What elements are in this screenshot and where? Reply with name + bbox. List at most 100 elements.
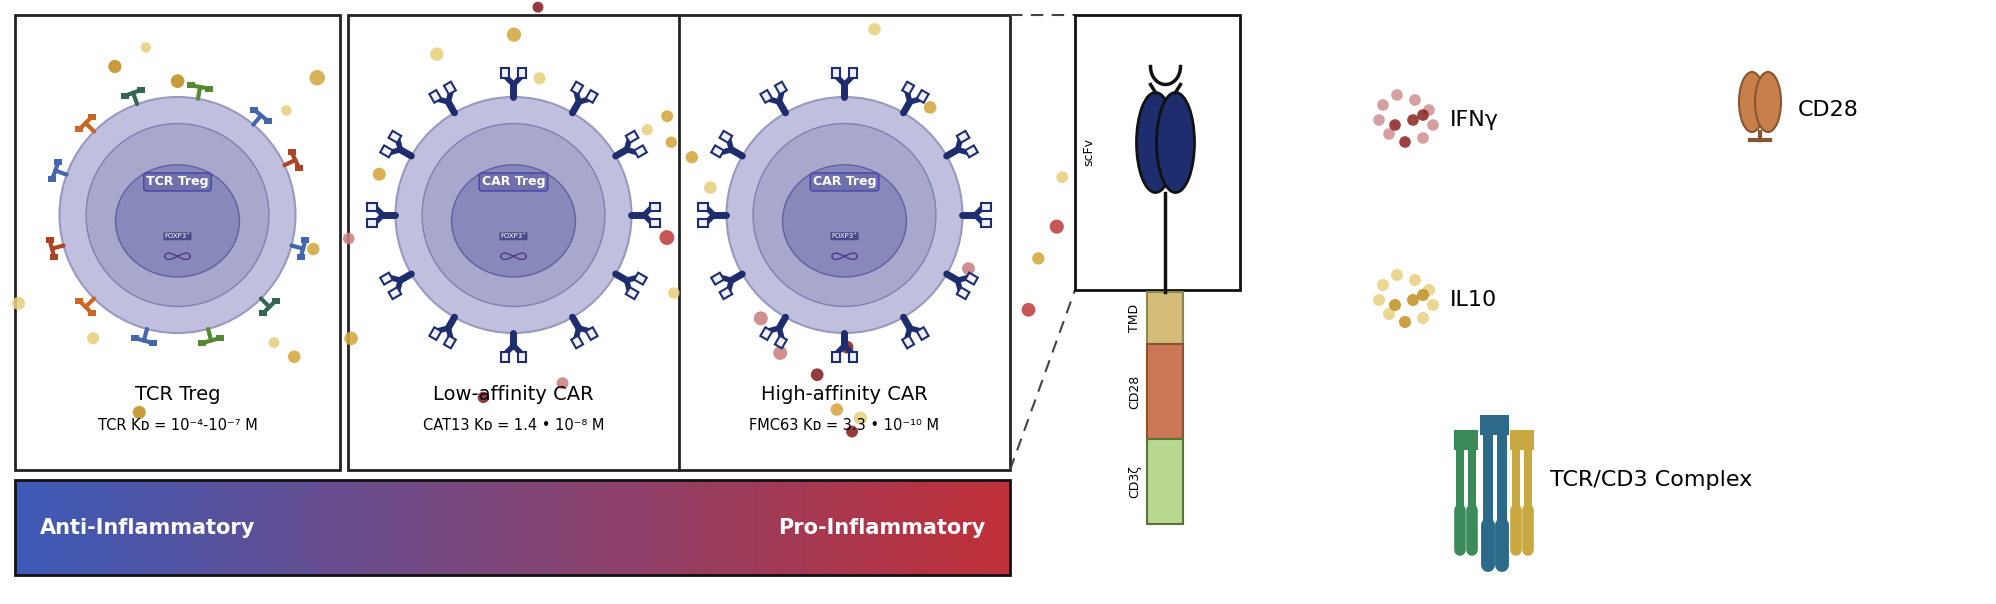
Text: Pro-Inflammatory: Pro-Inflammatory [778,518,984,538]
Bar [832,68,840,78]
Bar [367,202,377,211]
Bar [982,219,992,227]
Point [297,244,329,254]
Bar [54,159,62,165]
Point [335,333,367,343]
Point [162,76,194,86]
Bar [760,90,772,103]
Point [1407,313,1439,323]
Text: FMC63 Kᴅ = 3.3 • 10⁻¹⁰ M: FMC63 Kᴅ = 3.3 • 10⁻¹⁰ M [750,417,940,432]
Ellipse shape [1483,430,1493,440]
Bar [627,131,639,143]
Point [651,112,683,121]
Bar [16,15,339,470]
Point [1381,270,1413,280]
Ellipse shape [421,124,605,306]
Bar [148,340,156,346]
Bar [250,107,257,112]
Point [764,348,796,358]
Ellipse shape [451,165,575,277]
Bar [1076,15,1240,290]
Text: FOXP3⁺: FOXP3⁺ [164,233,190,239]
Bar [774,336,786,349]
Bar [443,336,455,349]
Point [1407,133,1439,143]
Bar [1511,450,1521,510]
Bar [711,272,725,284]
Text: TCR/CD3 Complex: TCR/CD3 Complex [1551,470,1752,490]
Bar [902,82,914,94]
Bar [774,82,786,94]
Point [1399,95,1431,105]
Bar [138,87,146,93]
Text: scFv: scFv [1082,138,1096,167]
Point [523,74,555,83]
Bar [699,202,709,211]
Bar [517,352,525,362]
Bar [259,310,267,316]
Bar [956,288,970,299]
Bar [1497,435,1507,525]
Ellipse shape [727,97,962,333]
Bar [902,336,914,349]
Ellipse shape [395,97,631,333]
Point [277,352,309,362]
Text: CD28: CD28 [1798,100,1858,120]
Bar [1148,292,1184,344]
Bar [46,237,54,243]
Point [1407,290,1439,300]
Bar [120,93,128,99]
Point [1397,115,1429,125]
Point [269,106,301,115]
Point [1373,129,1405,139]
Ellipse shape [86,124,269,306]
Point [952,264,984,274]
Point [257,338,289,347]
Point [745,313,776,323]
Text: TCR Treg: TCR Treg [146,175,210,188]
Bar [1465,430,1479,450]
Text: High-affinity CAR: High-affinity CAR [760,385,928,405]
Ellipse shape [1754,72,1780,132]
Text: Low-affinity CAR: Low-affinity CAR [433,385,595,405]
Bar [651,219,661,227]
Bar [1455,450,1465,510]
Bar [571,82,583,94]
Point [124,408,156,417]
Bar [297,254,305,260]
Bar [627,288,639,299]
Bar [1523,450,1533,510]
Bar [966,146,978,157]
Point [1379,300,1411,310]
Bar [216,335,224,341]
Point [1046,172,1078,182]
Ellipse shape [782,165,906,277]
Bar [635,272,647,284]
Bar [956,131,970,143]
Point [1373,309,1405,319]
Point [655,137,687,147]
Point [363,169,395,179]
Bar [287,149,295,155]
Point [695,183,727,193]
Bar [1453,430,1467,450]
Point [820,405,852,414]
Bar [1148,344,1184,439]
Ellipse shape [1523,445,1533,455]
Point [301,73,333,83]
Text: CAT13 Kᴅ = 1.4 • 10⁻⁸ M: CAT13 Kᴅ = 1.4 • 10⁻⁸ M [423,417,605,432]
Point [78,333,110,343]
Point [1367,280,1399,290]
Point [1363,115,1395,125]
Point [914,103,946,112]
Ellipse shape [1511,445,1521,455]
Text: CAR Treg: CAR Treg [812,175,876,188]
Bar [389,131,401,143]
Point [836,427,868,437]
Bar [379,146,393,157]
Bar [760,327,772,340]
Bar [379,272,393,284]
Text: CD3ζ: CD3ζ [1128,465,1142,498]
Text: FOXP3⁺: FOXP3⁺ [501,233,527,239]
Bar [88,310,96,316]
